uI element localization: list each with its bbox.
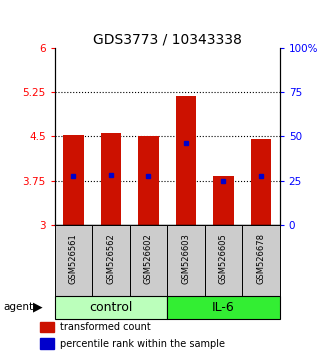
Text: GSM526602: GSM526602 <box>144 233 153 284</box>
Bar <box>40 338 54 349</box>
Bar <box>205 225 242 296</box>
Text: IL-6: IL-6 <box>212 301 235 314</box>
Text: GSM526678: GSM526678 <box>257 233 265 284</box>
Bar <box>251 139 271 225</box>
Bar <box>175 96 196 225</box>
Bar <box>138 136 159 225</box>
Text: GSM526561: GSM526561 <box>69 233 78 284</box>
Text: GSM526562: GSM526562 <box>106 233 116 284</box>
Bar <box>130 225 167 296</box>
Bar <box>40 322 54 332</box>
Bar <box>55 296 167 319</box>
Bar <box>213 176 234 225</box>
Bar <box>167 225 205 296</box>
Title: GDS3773 / 10343338: GDS3773 / 10343338 <box>93 33 242 47</box>
Text: GSM526603: GSM526603 <box>181 233 190 284</box>
Bar <box>55 225 92 296</box>
Text: percentile rank within the sample: percentile rank within the sample <box>60 338 225 349</box>
Bar <box>242 225 280 296</box>
Text: transformed count: transformed count <box>60 322 151 332</box>
Bar <box>92 225 130 296</box>
Text: GSM526605: GSM526605 <box>219 233 228 284</box>
Bar <box>101 133 121 225</box>
Bar <box>167 296 280 319</box>
Text: agent: agent <box>3 302 33 312</box>
Bar <box>63 135 84 225</box>
Text: control: control <box>89 301 133 314</box>
Text: ▶: ▶ <box>33 301 43 314</box>
